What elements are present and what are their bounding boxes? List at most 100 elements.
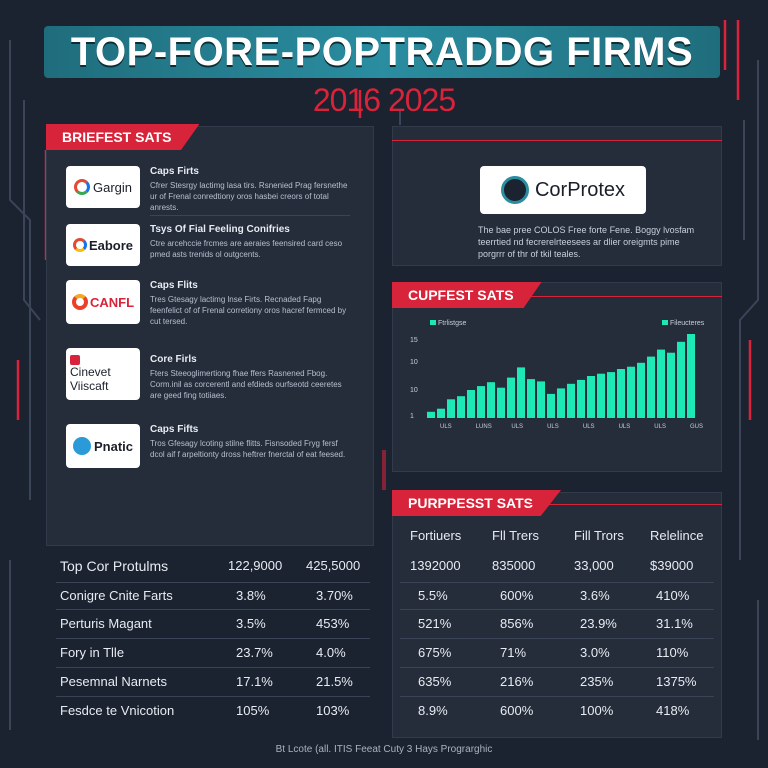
chart-bar (457, 396, 465, 418)
firm-row: Cinevet Viiscaft Core Firls Fters Steeog… (66, 348, 356, 400)
table-cell: 600% (500, 703, 534, 718)
firm-logo: Gargin (66, 166, 140, 208)
chart-bar (627, 366, 635, 418)
table-cell: 103% (316, 703, 350, 718)
firm-logo: Cinevet Viiscaft (66, 348, 140, 400)
row-label: Pesemnal Narnets (60, 674, 167, 689)
row-label: Conigre Cnite Farts (60, 588, 173, 603)
chart-bar (607, 372, 615, 418)
table-cell: 3.5% (236, 616, 266, 631)
firm-title: Core Firls (150, 354, 197, 365)
divider (400, 582, 714, 583)
table-cell: 856% (500, 616, 534, 631)
y-tick-label: 10 (410, 387, 418, 394)
table-cell: 23.7% (236, 645, 273, 660)
firm-description: Cfrer Stesrgy lactimg lasa tirs. Rsnenie… (150, 181, 348, 212)
divider (400, 609, 714, 610)
legend-label: Fileucteres (670, 320, 705, 327)
chart-bar (497, 387, 505, 418)
firm-title: Caps Fifts (150, 424, 199, 435)
x-tick-label: ULS (511, 424, 523, 430)
legend-swatch (662, 320, 668, 325)
table-cell: 110% (656, 645, 689, 660)
chart-panel-tag: CUPFEST SATS (392, 282, 542, 308)
chart-bar (687, 334, 695, 418)
footer-note: Bt Lcote (all. ITIS Feeat Cuty 3 Hays Pr… (275, 744, 493, 755)
firm-logo-label: CANFL (89, 294, 135, 310)
page-subtitle: 2016 2025 (312, 82, 456, 118)
chart-bar (507, 377, 515, 418)
legend-swatch (430, 320, 436, 325)
firm-logo-label: Pnatic (93, 438, 133, 454)
column-header: 33,000 (574, 558, 614, 573)
chart-bar (617, 369, 625, 418)
g-logo-icon (73, 179, 90, 195)
table-cell: 3.70% (316, 588, 353, 603)
row-label: Fesdce te Vnicotion (60, 703, 175, 718)
divider (56, 582, 370, 583)
table-cell: 1375% (656, 674, 697, 689)
x-tick-label: GUS (690, 424, 703, 430)
firm-description: Fters Steeoglimertiong fhae ffers Rasnen… (150, 369, 342, 400)
firm-description: Tres Gtesagy lactimg lnse Firts. Recnade… (150, 295, 347, 326)
table-cell: 675% (418, 645, 452, 660)
table-cell: 600% (500, 588, 534, 603)
x-tick-label: ULS (440, 424, 452, 430)
table-panel-right (392, 492, 722, 738)
firm-row: Gargin Caps Firts Cfrer Stesrgy lactimg … (66, 166, 356, 212)
table-cell: 21.5% (316, 674, 353, 689)
y-tick-label: 15 (410, 337, 418, 344)
table-cell: 3.8% (236, 588, 266, 603)
firm-logo-label: Gargin (92, 179, 133, 195)
page-title: TOP-FORE-POPTRADDG FIRMS (70, 29, 694, 74)
table-panel-tag: PURPPESST SATS (392, 490, 561, 516)
divider (530, 504, 722, 505)
column-header: Fll Trers (492, 528, 539, 543)
legend-label: Ftrlistgse (438, 320, 467, 327)
bar-chart: Ftrlistgse Fileucteres 15 10 10 1 ULS LUN… (410, 320, 705, 430)
divider (56, 667, 370, 668)
chart-bar (597, 373, 605, 418)
firm-title: Caps Firts (150, 166, 199, 177)
chart-bar (517, 367, 525, 418)
firm-row: Eabore Tsys Of Fial Feeling Conifries Ct… (66, 224, 356, 270)
swirl-icon (71, 294, 88, 310)
divider (56, 696, 370, 697)
column-header: Top Cor Protulms (60, 558, 169, 574)
chart-bar (477, 386, 485, 418)
column-header: 425,5000 (306, 558, 361, 573)
firm-description: Tros Gfesagy lcoting stilne flitts. Fisn… (150, 439, 346, 459)
p-circle-icon (72, 437, 91, 455)
table-cell: 71% (500, 645, 527, 660)
firm-logo: Pnatic (66, 424, 140, 468)
row-label: Fory in Tlle (60, 645, 125, 660)
divider (56, 638, 370, 639)
chart-bar (447, 399, 455, 418)
chart-bar (537, 381, 545, 418)
x-tick-label: ULS (619, 424, 631, 430)
y-tick-label: 1 (410, 413, 414, 420)
divider (400, 696, 714, 697)
table-cell: 100% (580, 703, 614, 718)
left-panel-tag: BRIEFEST SATS (46, 124, 200, 150)
x-tick-label: LUNS (476, 424, 492, 430)
featured-description: The bae pree COLOS Free forte Fene. Bogg… (478, 225, 695, 259)
firm-logo-label: Eabore (88, 237, 134, 253)
table-cell: 216% (500, 674, 534, 689)
table-cell: 235% (580, 674, 614, 689)
globe-icon (500, 176, 529, 204)
chart-bar (677, 341, 685, 418)
table-cell: 453% (316, 616, 350, 631)
featured-logo: CorProtex (480, 166, 646, 214)
table-cell: 8.9% (418, 703, 448, 718)
table-header-right: Fortiuers Fll Trers Fill Trors Relelince (0, 528, 768, 548)
column-header: 122,9000 (228, 558, 283, 573)
table-row: Perturis Magant 3.5% 453% 521% 856% 23.9… (0, 616, 768, 636)
column-header: Fill Trors (574, 528, 624, 543)
table-cell: 3.0% (580, 645, 610, 660)
chart-bar (647, 356, 655, 418)
firm-title: Caps Flits (150, 280, 198, 291)
table-cell: 17.1% (236, 674, 273, 689)
firm-row: Pnatic Caps Fifts Tros Gfesagy lcoting s… (66, 424, 356, 470)
